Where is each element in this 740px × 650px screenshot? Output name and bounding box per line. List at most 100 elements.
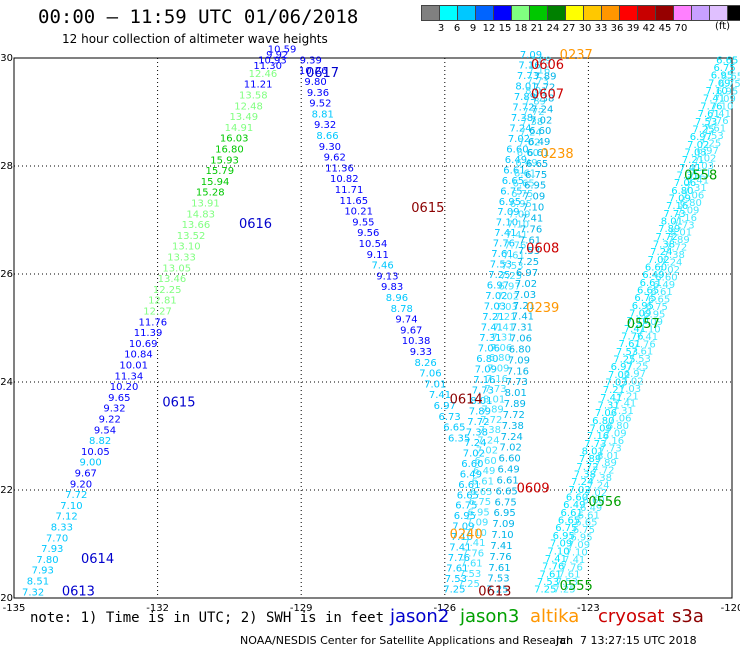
jason3-swath-point: 7.41 [600, 393, 622, 404]
jason3-swath-point: 6.65 [716, 55, 738, 66]
wave-height-point: 10.93 [258, 55, 287, 66]
lat-tick-label: 24 [0, 377, 13, 388]
wave-height-point: 16.03 [220, 134, 249, 145]
jason3-swath-point: 7.24 [571, 477, 593, 488]
jason3-swath-point: 7.02 [687, 140, 709, 151]
jason3-swath-point: 7.73 [599, 443, 621, 454]
color-scale-unit: (ft) [715, 21, 731, 32]
jason3-swath-point: 7.09 [550, 539, 572, 550]
wave-height-point: 9.32 [103, 404, 125, 415]
jason3-swath-point: 7.61 [619, 339, 641, 350]
jason3-swath-point: 7.24 [650, 247, 672, 258]
wave-height-point: 9.92 [266, 50, 288, 61]
cryosat-track-point: 6.65 [495, 486, 517, 497]
altika-track-point: 7.02 [476, 446, 498, 457]
altika-track-point: 6.95 [467, 507, 489, 518]
wave-height-point: 9.52 [309, 99, 331, 110]
cryosat-track-point: 7.72 [512, 102, 534, 113]
wave-height-point: 10.21 [344, 207, 373, 218]
wave-height-point: 8.66 [316, 131, 338, 142]
wave-height-point: 13.05 [162, 263, 191, 274]
color-scale-label: 21 [530, 23, 544, 34]
wave-height-point: 10.59 [268, 45, 297, 56]
cryosat-track-point: 6.95 [524, 181, 546, 192]
jason3-swath-point: 6.97 [697, 146, 719, 157]
jason3-swath-point: 7.76 [700, 101, 722, 112]
wave-height-point: 7.32 [22, 587, 44, 598]
color-scale-label: 33 [594, 23, 608, 34]
cryosat-track-point: 7.41 [521, 213, 543, 224]
jason3-swath-point: 7.03 [684, 147, 706, 158]
jason3-swath-point: 7.03 [605, 378, 627, 389]
cryosat-track-point: 8.01 [515, 81, 537, 92]
jason3-swath-point: 7.02 [568, 485, 590, 496]
cryosat-track-point: 7.25 [443, 585, 465, 596]
jason3-swath-point: 8.01 [670, 228, 692, 239]
altika-track-point: 6.60 [517, 148, 539, 159]
jason3-swath-point: 7.09 [590, 424, 612, 435]
pass-time-label: 0556 [588, 495, 621, 510]
cryosat-track-point: 7.41 [494, 228, 516, 239]
map-frame [13, 57, 733, 599]
cryosat-track-point: 6.65 [502, 176, 524, 187]
altika-track-point: 7.53 [459, 569, 481, 580]
altika-track-point: 7.02 [497, 292, 519, 303]
color-scale-label: 18 [514, 23, 528, 34]
jason3-swath-point: 7.89 [579, 454, 601, 465]
wave-height-point: 9.55 [352, 217, 374, 228]
cryosat-track-point: 7.61 [491, 249, 513, 260]
wave-height-point: 6.97 [434, 401, 456, 412]
lat-tick-label: 26 [0, 269, 13, 280]
wave-height-point: 8.26 [415, 358, 437, 369]
cryosat-track-point: 6.75 [494, 497, 516, 508]
cryosat-track-point: 7.09 [520, 50, 542, 61]
jason3-swath-point: 7.38 [653, 239, 675, 250]
jason3-swath-point: 6.65 [648, 295, 670, 306]
color-scale-bar [421, 5, 740, 21]
color-scale-label: 36 [610, 23, 624, 34]
jason3-swath-point: 7.02 [648, 255, 670, 266]
jason3-swath-point: 6.60 [582, 495, 604, 506]
jason3-swath-point: 7.41 [687, 176, 709, 187]
pass-time-label: 0607 [531, 88, 564, 103]
cryosat-track-point: 7.10 [496, 218, 518, 229]
jason3-swath-point: 6.95 [716, 86, 738, 97]
cryosat-track-point: 6.80 [509, 344, 531, 355]
wave-height-point: 9.13 [376, 271, 398, 282]
wave-height-point: 15.28 [196, 188, 225, 199]
jason3-swath-point: 6.49 [653, 280, 675, 291]
cryosat-track-point: 7.76 [520, 224, 542, 235]
jason3-swath-point: 8.01 [582, 447, 604, 458]
cryosat-track-point: 7.25 [488, 270, 510, 281]
cryosat-track-point: 7.89 [534, 72, 556, 83]
jason3-swath-point: 7.21 [603, 385, 625, 396]
altika-track-point: 7.10 [507, 220, 529, 231]
wave-height-point: 8.96 [386, 293, 408, 304]
pass-time-label: 0238 [541, 147, 574, 162]
wave-height-point: 13.52 [177, 231, 206, 242]
jason3-swath-point: 7.25 [692, 124, 714, 135]
cryosat-track-point: 7.38 [532, 93, 554, 104]
jason3-swath-point: 7.16 [602, 436, 624, 447]
color-scale-swatch [727, 5, 740, 21]
jason3-swath-point: 6.75 [718, 79, 740, 90]
wave-height-point: 6.65 [443, 423, 465, 434]
jason3-swath-point: 7.10 [711, 101, 733, 112]
jason3-swath-point: 7.76 [561, 562, 583, 573]
cryosat-track-point: 7.73 [506, 377, 528, 388]
altika-track-point: 7.16 [528, 66, 550, 77]
altika-track-point: 7.16 [486, 374, 508, 385]
jason3-swath-point: 7.09 [677, 205, 699, 216]
jason3-swath-point: 6.95 [711, 71, 733, 82]
jason3-swath-point: 7.41 [624, 324, 646, 335]
wave-height-point: 8.82 [89, 436, 111, 447]
pass-time-label: 0606 [531, 58, 564, 73]
credit-text: NOAA/NESDIS Center for Satellite Applica… [240, 634, 574, 647]
cryosat-track-point: 7.25 [486, 585, 508, 596]
cryosat-track-point: 7.61 [488, 563, 510, 574]
jason3-swath-point: 6.75 [634, 293, 656, 304]
cryosat-track-point: 6.97 [487, 281, 509, 292]
altika-track-point: 6.65 [513, 179, 535, 190]
jason3-swath-point: 7.41 [636, 332, 658, 343]
wave-height-point: 9.32 [314, 120, 336, 131]
